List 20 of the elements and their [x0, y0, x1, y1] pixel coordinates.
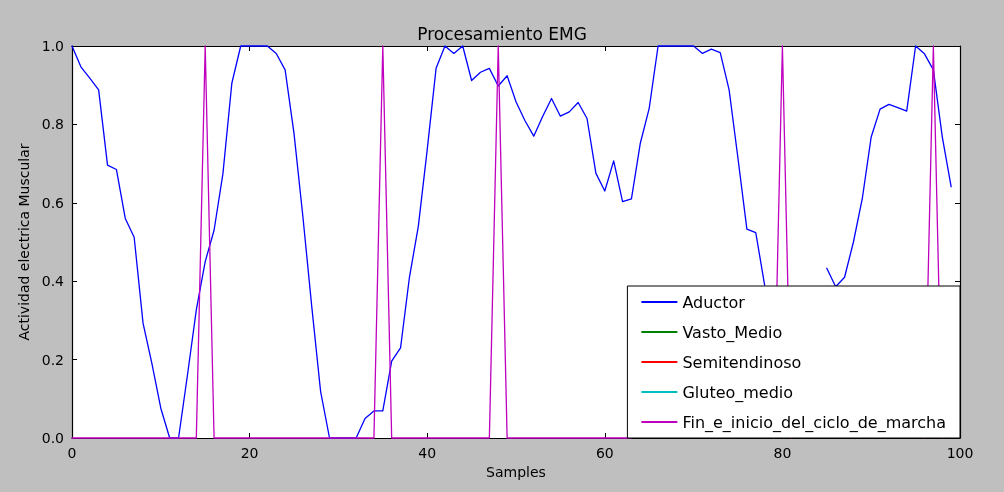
y-tick-label: 0.2: [41, 351, 64, 368]
x-tick-label: 0: [67, 445, 77, 461]
legend-label: Fin_e_inicio_del_ciclo_de_marcha: [682, 412, 946, 433]
legend-label: Gluteo_medio: [682, 382, 794, 403]
y-tick-label: 0.0: [41, 430, 64, 446]
x-tick-label: 20: [240, 445, 259, 461]
y-tick-label: 1.0: [41, 38, 64, 54]
x-tick-label: 60: [595, 445, 614, 461]
y-axis-title: Actividad electrica Muscular: [15, 143, 32, 341]
x-tick-label: 100: [946, 445, 974, 461]
y-tick-label: 0.4: [41, 273, 65, 290]
legend-label: Aductor: [682, 292, 746, 312]
x-tick-label: 40: [418, 445, 437, 461]
chart-title: Procesamiento EMG: [417, 23, 587, 44]
y-tick-label: 0.8: [41, 116, 64, 133]
x-axis-title: Samples: [486, 463, 546, 480]
legend-label: Vasto_Medio: [682, 322, 783, 343]
x-tick-label: 80: [773, 445, 792, 461]
y-tick-label: 0.6: [41, 194, 65, 211]
legend-label: Semitendinoso: [682, 352, 802, 372]
